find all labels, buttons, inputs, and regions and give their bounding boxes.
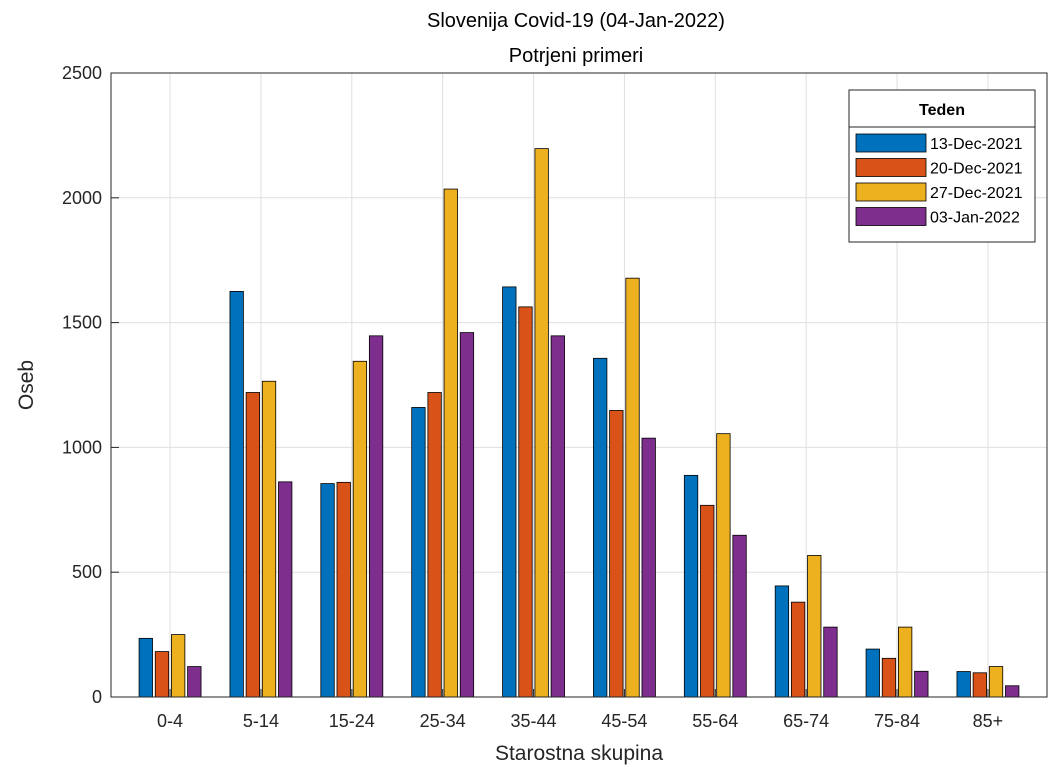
legend-label: 13-Dec-2021 — [930, 136, 1023, 153]
bar — [229, 290, 244, 698]
x-tick-label: 45-54 — [601, 711, 647, 731]
legend-swatch — [855, 158, 927, 177]
x-tick-label: 85+ — [973, 711, 1004, 731]
bar — [336, 481, 351, 698]
legend-title: Teden — [919, 102, 965, 119]
bar — [972, 672, 987, 698]
bar — [956, 671, 971, 698]
bar — [261, 380, 277, 698]
bar — [683, 474, 699, 698]
bar — [823, 626, 838, 698]
y-tick-label: 1000 — [62, 437, 102, 457]
bar — [427, 392, 442, 698]
bar — [518, 306, 533, 698]
x-axis-label: Starostna skupina — [495, 742, 663, 765]
bar — [550, 335, 565, 698]
bar — [593, 357, 608, 698]
y-tick-label: 0 — [92, 687, 102, 707]
chart-subtitle: Potrjeni primeri — [509, 45, 643, 67]
bar — [138, 637, 153, 698]
bar — [898, 626, 913, 698]
plot-frame — [110, 72, 1048, 698]
legend-swatch — [855, 207, 927, 226]
bar — [154, 651, 170, 698]
x-tick-label: 55-64 — [692, 711, 738, 731]
bar — [245, 392, 260, 698]
chart-title: Slovenija Covid-19 (04-Jan-2022) — [427, 10, 725, 32]
legend-items: 13-Dec-2021 20-Dec-2021 27-Dec-2021 03-Jan-… — [855, 133, 1023, 227]
y-axis-label: Oseb — [15, 360, 38, 410]
bar — [914, 670, 929, 698]
bar — [774, 585, 790, 698]
bars — [138, 148, 1020, 698]
bar — [641, 437, 656, 698]
x-tick-label: 5-14 — [243, 711, 279, 731]
bar — [534, 148, 549, 698]
legend-label: 27-Dec-2021 — [930, 185, 1023, 202]
bar — [1005, 685, 1020, 698]
bar — [352, 360, 368, 698]
bar — [625, 277, 640, 698]
bar — [171, 634, 186, 698]
legend: Teden 13-Dec-2021 20-Dec-2021 27-Dec-2021 0… — [848, 89, 1036, 243]
bar — [732, 534, 747, 698]
bar — [368, 335, 384, 698]
bar — [278, 481, 293, 698]
legend-label: 20-Dec-2021 — [930, 161, 1023, 178]
bar — [609, 410, 624, 698]
bar — [807, 555, 822, 698]
bar — [865, 648, 880, 698]
x-tick-label: 65-74 — [783, 711, 829, 731]
legend-label: 03-Jan-2022 — [930, 210, 1020, 227]
bar — [502, 286, 517, 698]
bar — [443, 188, 458, 698]
x-tick-label: 75-84 — [874, 711, 920, 731]
x-tick-label: 35-44 — [511, 711, 557, 731]
x-tick-label: 15-24 — [329, 711, 375, 731]
x-tick-label: 0-4 — [157, 711, 183, 731]
bar — [716, 433, 731, 698]
bar — [459, 332, 475, 698]
bar — [411, 407, 426, 698]
bar — [187, 666, 202, 698]
bar — [320, 483, 335, 698]
legend-swatch — [855, 133, 927, 153]
legend-swatch — [855, 182, 927, 202]
ticks: 0 500 1000 1500 2000 2500 0-4 5-14 15-24 25-34 35-… — [62, 63, 1003, 731]
y-tick-label: 1500 — [62, 313, 102, 333]
y-tick-label: 2000 — [62, 188, 102, 208]
bar — [881, 657, 897, 698]
bar — [700, 504, 715, 698]
bar — [790, 601, 806, 698]
y-tick-label: 2500 — [62, 63, 102, 83]
bar — [988, 666, 1004, 698]
y-tick-label: 500 — [72, 562, 102, 582]
x-tick-label: 25-34 — [420, 711, 466, 731]
